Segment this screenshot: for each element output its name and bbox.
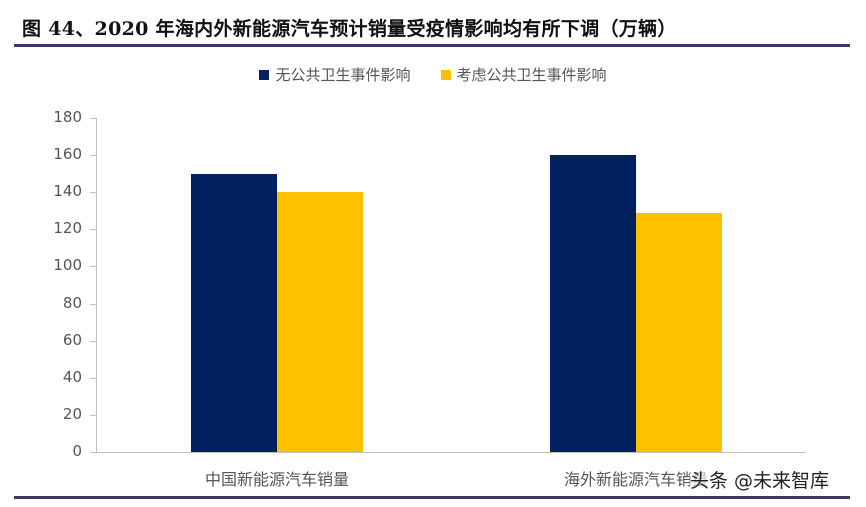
legend-item-series1: 无公共卫生事件影响 <box>259 64 411 85</box>
y-tick-label: 20 <box>62 404 82 423</box>
y-tick-label: 160 <box>53 145 82 164</box>
y-tick-label: 100 <box>53 256 82 275</box>
y-tick <box>90 414 96 416</box>
y-tick-label: 60 <box>62 330 82 349</box>
watermark: 头条 @未来智库 <box>690 466 830 493</box>
y-tick-label: 80 <box>62 293 82 312</box>
bar-1-series-2 <box>277 192 363 452</box>
y-tick <box>90 452 96 453</box>
figure-title: 图 44、2020 年海内外新能源汽车预计销量受疫情影响均有所下调（万辆） <box>22 18 677 40</box>
y-tick-label: 120 <box>53 219 82 238</box>
plot-area <box>96 118 806 452</box>
y-axis <box>96 118 97 453</box>
y-tick-label: 40 <box>62 367 82 386</box>
y-tick <box>90 266 96 268</box>
bar-2-series-1 <box>550 155 636 452</box>
y-tick <box>90 192 96 194</box>
y-tick <box>90 377 96 379</box>
legend: 无公共卫生事件影响 考虑公共卫生事件影响 <box>0 64 866 85</box>
y-tick-label: 0 <box>72 442 82 460</box>
x-label-china: 中国新能源汽车销量 <box>204 470 350 489</box>
y-tick-label: 140 <box>53 182 82 201</box>
bar-1-series-1 <box>191 173 277 452</box>
bottom-rule <box>14 496 850 499</box>
legend-swatch-series2 <box>440 69 451 80</box>
x-axis <box>96 452 806 453</box>
legend-item-series2: 考虑公共卫生事件影响 <box>440 64 607 85</box>
y-tick <box>90 340 96 342</box>
y-tick <box>90 155 96 157</box>
legend-swatch-series1 <box>259 69 270 80</box>
title-rule <box>14 44 850 47</box>
y-tick <box>90 229 96 231</box>
legend-label-series2: 考虑公共卫生事件影响 <box>456 66 607 84</box>
legend-label-series1: 无公共卫生事件影响 <box>275 66 411 84</box>
y-tick-label: 180 <box>53 108 82 126</box>
x-label-overseas: 海外新能源汽车销量 <box>563 470 709 489</box>
y-tick <box>90 118 96 119</box>
bar-2-series-2 <box>636 212 722 452</box>
y-tick <box>90 303 96 305</box>
